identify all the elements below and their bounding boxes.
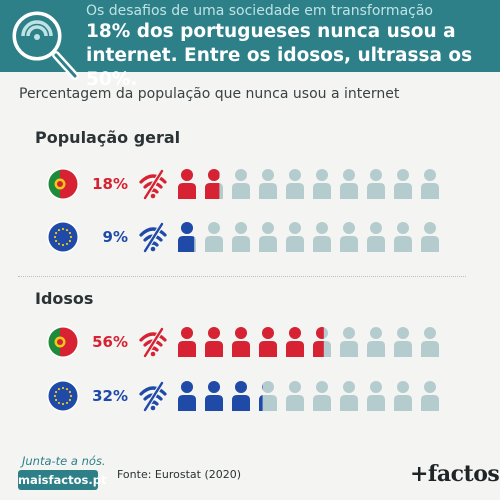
person-icon xyxy=(394,169,412,199)
person-icon xyxy=(286,222,304,252)
person-icon xyxy=(421,381,439,411)
person-icon xyxy=(286,169,304,199)
person-icon xyxy=(340,169,358,199)
people-pictogram xyxy=(178,381,439,411)
page-headline: 18% dos portugueses nunca usou a interne… xyxy=(86,21,473,90)
wifi-off-icon xyxy=(139,222,167,253)
person-icon xyxy=(340,327,358,357)
people-pictogram xyxy=(178,327,439,357)
person-icon xyxy=(421,222,439,252)
source-note: Fonte: Eurostat (2020) xyxy=(117,468,242,481)
person-icon xyxy=(232,169,250,199)
person-icon xyxy=(259,327,277,357)
person-icon xyxy=(340,222,358,252)
section-title-general: População geral xyxy=(35,128,181,147)
person-icon xyxy=(421,169,439,199)
magnifier-wifi-icon xyxy=(9,8,79,80)
people-pictogram xyxy=(178,222,439,252)
row-general-portugal: 18% xyxy=(0,164,500,204)
person-icon xyxy=(205,169,223,199)
chart-subtitle: Percentagem da população que nunca usou … xyxy=(19,86,400,102)
person-icon xyxy=(313,381,331,411)
eu-flag-icon xyxy=(47,380,79,412)
wifi-off-icon xyxy=(139,327,167,358)
person-icon xyxy=(394,327,412,357)
cta-label: Junta-te a nós. xyxy=(22,454,106,468)
person-icon xyxy=(313,222,331,252)
person-icon xyxy=(178,381,196,411)
percentage-value: 18% xyxy=(92,175,128,193)
percentage-value: 56% xyxy=(92,333,128,351)
wifi-off-icon xyxy=(139,381,167,412)
person-icon xyxy=(286,381,304,411)
portugal-flag-icon xyxy=(47,326,79,358)
person-icon xyxy=(367,222,385,252)
person-icon xyxy=(178,327,196,357)
section-divider xyxy=(18,276,466,277)
person-icon xyxy=(178,222,196,252)
person-icon xyxy=(340,381,358,411)
row-general-eu: 9% xyxy=(0,217,500,257)
person-icon xyxy=(205,381,223,411)
person-icon xyxy=(259,222,277,252)
person-icon xyxy=(232,381,250,411)
person-icon xyxy=(178,169,196,199)
portugal-flag-icon xyxy=(47,168,79,200)
person-icon xyxy=(205,222,223,252)
person-icon xyxy=(259,381,277,411)
person-icon xyxy=(232,222,250,252)
person-icon xyxy=(313,327,331,357)
header-banner: Os desafios de uma sociedade em transfor… xyxy=(0,0,500,90)
people-pictogram xyxy=(178,169,439,199)
percentage-value: 32% xyxy=(92,387,128,405)
section-title-elderly: Idosos xyxy=(35,289,94,308)
row-elderly-portugal: 56% xyxy=(0,322,500,362)
header-kicker: Os desafios de uma sociedade em transfor… xyxy=(86,3,433,19)
row-elderly-eu: 32% xyxy=(0,376,500,416)
person-icon xyxy=(286,327,304,357)
person-icon xyxy=(421,327,439,357)
person-icon xyxy=(313,169,331,199)
eu-flag-icon xyxy=(47,221,79,253)
person-icon xyxy=(367,381,385,411)
brand-logo: +factos xyxy=(410,461,500,487)
person-icon xyxy=(394,222,412,252)
person-icon xyxy=(232,327,250,357)
person-icon xyxy=(367,169,385,199)
person-icon xyxy=(259,169,277,199)
person-icon xyxy=(394,381,412,411)
maisfactos-link-button[interactable]: maisfactos.pt xyxy=(18,470,106,490)
person-icon xyxy=(205,327,223,357)
wifi-off-icon xyxy=(139,169,167,200)
percentage-value: 9% xyxy=(102,228,128,246)
person-icon xyxy=(367,327,385,357)
